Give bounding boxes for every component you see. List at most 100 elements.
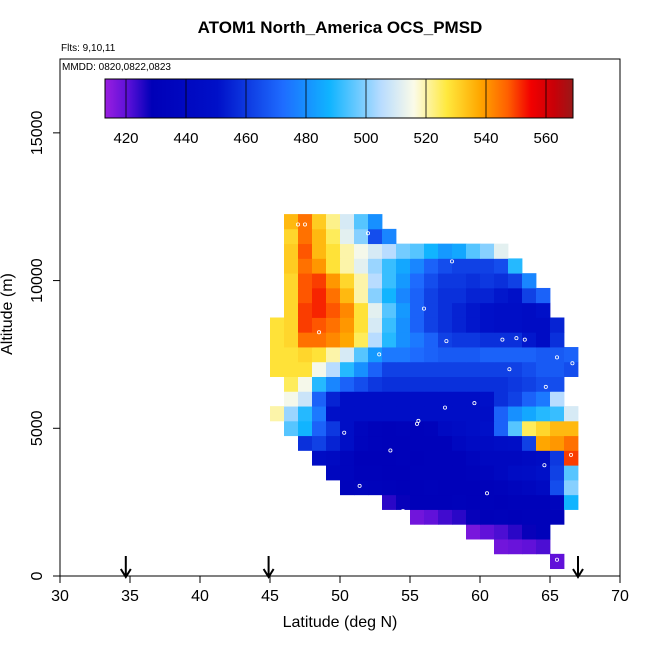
heatmap-cell bbox=[298, 391, 313, 407]
heatmap-cell bbox=[494, 243, 509, 259]
heatmap-cell bbox=[298, 406, 313, 422]
heatmap-cell bbox=[550, 317, 565, 333]
heatmap-cell bbox=[522, 391, 537, 407]
heatmap-cell bbox=[480, 420, 495, 437]
heatmap-cell bbox=[452, 287, 467, 304]
heatmap-cell bbox=[312, 302, 327, 318]
heatmap-cell bbox=[298, 302, 313, 318]
heatmap-cell bbox=[368, 347, 383, 363]
heatmap-cell bbox=[410, 243, 425, 259]
heatmap-cell bbox=[452, 450, 467, 466]
heatmap-cell bbox=[522, 317, 537, 333]
heatmap-cell bbox=[438, 450, 453, 466]
heatmap-cell bbox=[312, 214, 327, 230]
heatmap-cell bbox=[564, 479, 579, 496]
heatmap-cell bbox=[312, 228, 327, 245]
heatmap-cell bbox=[438, 494, 453, 510]
heatmap-cell bbox=[354, 465, 369, 481]
heatmap-cell bbox=[340, 332, 355, 348]
heatmap-cell bbox=[354, 243, 369, 259]
heatmap-cell bbox=[340, 479, 355, 496]
heatmap-cell bbox=[508, 479, 523, 496]
heatmap-cell bbox=[284, 258, 299, 274]
heatmap-cell bbox=[536, 479, 551, 496]
heatmap-cell bbox=[396, 258, 411, 274]
heatmap-cell bbox=[424, 509, 439, 525]
heatmap-cell bbox=[466, 317, 481, 333]
heatmap-cell bbox=[522, 332, 537, 348]
heatmap-cell bbox=[424, 494, 439, 510]
heatmap-cell bbox=[508, 332, 523, 348]
heatmap-cell bbox=[550, 509, 565, 525]
heatmap-cell bbox=[522, 450, 537, 466]
heatmap-cell bbox=[466, 361, 481, 377]
heatmap-cell bbox=[522, 509, 537, 525]
heatmap-cell bbox=[466, 376, 481, 392]
heatmap-cell bbox=[550, 332, 565, 348]
heatmap-cell bbox=[536, 391, 551, 407]
heatmap-cell bbox=[494, 494, 509, 510]
sample-point bbox=[295, 222, 300, 227]
heatmap-cell bbox=[536, 317, 551, 333]
heatmap-cell bbox=[340, 287, 355, 304]
heatmap-cell bbox=[424, 273, 439, 289]
heatmap-cell bbox=[480, 524, 495, 540]
heatmap-cell bbox=[466, 287, 481, 304]
heatmap-cell bbox=[536, 435, 551, 451]
colorbar-tick-label: 420 bbox=[113, 130, 138, 147]
heatmap-cell bbox=[536, 450, 551, 466]
sample-point bbox=[543, 384, 548, 389]
heatmap-cell bbox=[424, 435, 439, 451]
heatmap-cell bbox=[284, 287, 299, 304]
heatmap-cell bbox=[508, 450, 523, 466]
heatmap-cell bbox=[284, 332, 299, 348]
heatmap-cell bbox=[396, 465, 411, 481]
heatmap-cell bbox=[340, 302, 355, 318]
heatmap-cell bbox=[312, 287, 327, 304]
heatmap-cell bbox=[494, 347, 509, 363]
sample-point bbox=[442, 405, 447, 410]
latitude-arrow bbox=[119, 556, 132, 579]
heatmap-cell bbox=[508, 509, 523, 525]
heatmap-cell bbox=[284, 391, 299, 407]
heatmap-cell bbox=[382, 406, 397, 422]
heatmap-cell bbox=[284, 243, 299, 259]
heatmap-cell bbox=[424, 406, 439, 422]
heatmap-cell bbox=[480, 509, 495, 525]
heatmap-cell bbox=[508, 317, 523, 333]
heatmap-cell bbox=[424, 465, 439, 481]
heatmap-cell bbox=[480, 494, 495, 510]
heatmap-cell bbox=[494, 450, 509, 466]
heatmap-cell bbox=[438, 258, 453, 274]
heatmap-cell bbox=[522, 420, 537, 437]
heatmap-cell bbox=[564, 450, 579, 466]
heatmap-cell bbox=[564, 420, 579, 437]
heatmap-cell bbox=[382, 465, 397, 481]
heatmap-cell bbox=[326, 317, 341, 333]
heatmap-cell bbox=[326, 214, 341, 230]
heatmap-cell bbox=[326, 347, 341, 363]
y-tick-label: 10000 bbox=[29, 258, 46, 303]
heatmap-cell bbox=[410, 494, 425, 510]
dates-label: MMDD: 0820,0822,0823 bbox=[62, 62, 171, 73]
x-tick-label: 50 bbox=[331, 588, 349, 605]
heatmap-cell bbox=[382, 479, 397, 496]
heatmap-cell bbox=[466, 524, 481, 540]
heatmap-cell bbox=[508, 494, 523, 510]
heatmap-cell bbox=[550, 406, 565, 422]
heatmap-cell bbox=[382, 494, 397, 510]
sample-point bbox=[365, 231, 370, 236]
heatmap-cell bbox=[382, 317, 397, 333]
heatmap-cell bbox=[564, 494, 579, 510]
heatmap-cell bbox=[522, 361, 537, 377]
x-tick-label: 40 bbox=[191, 588, 209, 605]
heatmap-cell bbox=[312, 406, 327, 422]
heatmap-cell bbox=[494, 509, 509, 525]
heatmap-cell bbox=[410, 376, 425, 392]
heatmap-cell bbox=[480, 391, 495, 407]
heatmap-cell bbox=[480, 465, 495, 481]
heatmap-cell bbox=[424, 376, 439, 392]
heatmap-cell bbox=[452, 332, 467, 348]
heatmap-cell bbox=[466, 258, 481, 274]
heatmap-cell bbox=[368, 332, 383, 348]
